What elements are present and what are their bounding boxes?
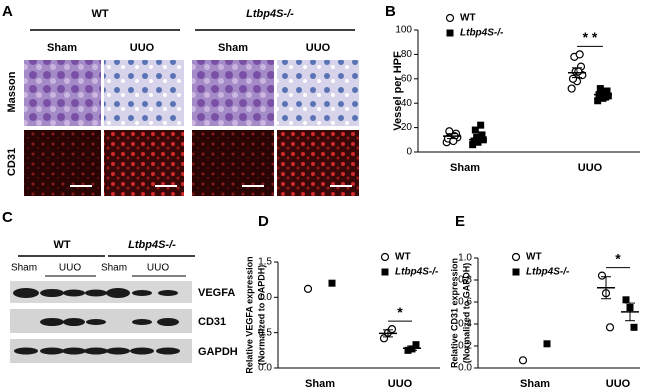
blot-label: VEGFA	[198, 287, 235, 299]
data-point	[574, 67, 583, 76]
data-point	[449, 136, 458, 146]
legend-marker	[445, 13, 455, 23]
data-point	[630, 323, 638, 331]
column-label: UUO	[306, 42, 331, 54]
lane-label: Sham	[11, 263, 37, 274]
data-point	[328, 279, 336, 287]
data-point	[412, 341, 420, 349]
panel-c: C WT Ltbp4S-/- Sham UUO Sham UUO VEGFA C…	[2, 209, 238, 363]
panel-label: C	[2, 209, 13, 226]
y-tick-label: 0.2	[458, 341, 472, 352]
blot-label: CD31	[198, 316, 226, 328]
data-point	[471, 126, 479, 134]
panel-label: B	[385, 3, 396, 20]
column-label: Sham	[47, 42, 77, 54]
lane-label: UUO	[147, 263, 169, 274]
y-tick-label: 0.0	[458, 363, 472, 374]
micrograph	[192, 60, 274, 126]
y-tick-label: 40	[401, 98, 413, 109]
data-point	[478, 131, 486, 139]
micrograph	[24, 60, 101, 126]
x-tick-label: UUO	[578, 162, 603, 174]
legend-marker	[381, 268, 389, 276]
x-tick-label: Sham	[520, 378, 550, 389]
legend-label: Ltbp4S-/-	[460, 28, 504, 39]
significance-label: * *	[583, 29, 598, 45]
x-tick-label: UUO	[606, 378, 631, 389]
y-tick-label: 0.5	[258, 327, 272, 338]
data-point	[575, 50, 584, 59]
y-tick-label: 80	[401, 49, 413, 60]
x-tick-label: UUO	[388, 378, 413, 389]
significance-label: *	[615, 250, 621, 266]
group-label: Ltbp4S-/-	[128, 239, 176, 251]
y-axis-title: (Normalized to GAPDH)	[256, 265, 266, 366]
legend-marker	[380, 252, 390, 262]
legend-marker	[446, 29, 454, 37]
data-point	[605, 323, 615, 332]
x-tick-label: Sham	[450, 162, 480, 174]
bands	[13, 288, 180, 355]
data-point	[568, 74, 578, 83]
data-point	[596, 85, 604, 93]
y-tick-label: 100	[395, 25, 412, 36]
y-tick-label: 0.0	[258, 363, 272, 374]
group-label: WT	[53, 239, 70, 251]
panel-label: D	[258, 213, 269, 230]
panel-a: A WT Ltbp4S-/- Sham UUO Sham UUO Masson …	[2, 3, 359, 196]
micrograph	[277, 60, 359, 126]
legend-label: WT	[395, 252, 411, 263]
y-axis-title: Relative VEGFA expression	[244, 256, 254, 373]
data-point	[387, 325, 397, 334]
legend-label: Ltbp4S-/-	[395, 267, 439, 278]
y-tick-label: 1.0	[458, 253, 472, 264]
y-axis-title: (Normalized to GAPDH)	[461, 263, 471, 364]
data-point	[594, 97, 602, 105]
significance-label: *	[397, 304, 403, 320]
y-tick-label: 1.0	[258, 292, 272, 303]
blot-label: GAPDH	[198, 346, 238, 358]
y-tick-label: 0	[406, 147, 412, 158]
panel-label: A	[2, 3, 13, 20]
data-point	[303, 284, 313, 293]
row-label: Masson	[6, 71, 18, 112]
data-point	[475, 135, 483, 143]
data-point	[622, 296, 630, 304]
y-tick-label: 0.8	[458, 275, 472, 286]
column-label: UUO	[130, 42, 155, 54]
y-tick-label: 20	[401, 122, 413, 133]
data-point	[477, 121, 485, 129]
legend-marker	[511, 252, 521, 262]
y-tick-label: 0.6	[458, 297, 472, 308]
legend-label: WT	[460, 13, 476, 24]
row-label: CD31	[6, 148, 18, 176]
panel-label: E	[455, 213, 465, 230]
data-point	[518, 356, 528, 365]
data-point	[597, 271, 607, 280]
y-axis-title: Relative CD31 expression	[449, 258, 459, 368]
y-tick-label: 0.4	[458, 319, 472, 330]
data-point	[469, 141, 477, 149]
legend-marker	[512, 268, 520, 276]
data-point	[567, 84, 576, 93]
group-label: Ltbp4S-/-	[246, 8, 294, 20]
y-axis-title: Vessel per HPF	[392, 51, 404, 131]
lane-label: UUO	[59, 263, 81, 274]
lane-label: Sham	[101, 263, 127, 274]
legend-label: Ltbp4S-/-	[526, 267, 570, 278]
data-point	[470, 137, 478, 145]
x-tick-label: Sham	[305, 378, 335, 389]
data-point	[543, 340, 551, 348]
y-tick-label: 60	[401, 73, 413, 84]
y-tick-label: 1.5	[258, 257, 272, 268]
micrograph	[104, 60, 184, 126]
group-label: WT	[91, 8, 108, 20]
column-label: Sham	[218, 42, 248, 54]
legend-label: WT	[526, 252, 542, 263]
